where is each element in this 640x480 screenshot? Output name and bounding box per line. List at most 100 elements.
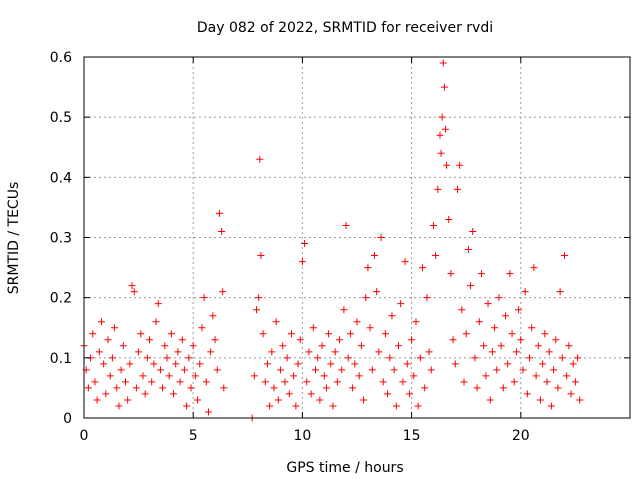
data-point [218,227,226,235]
data-point [183,402,191,410]
data-point [377,234,385,241]
data-point [344,354,352,362]
data-point [329,402,337,410]
x-tick-label: 5 [189,428,198,444]
data-point [303,378,311,386]
data-point [154,300,162,308]
data-point [423,294,431,302]
data-point [124,396,132,404]
grid-lines [84,57,630,418]
data-point [292,402,300,410]
data-point [443,161,451,169]
data-point [316,396,324,404]
data-point [405,390,413,398]
data-point [189,342,197,350]
data-point [449,336,457,344]
y-tick-label: 0.5 [50,110,72,126]
data-point [187,384,195,392]
data-point [312,366,320,374]
data-point [493,366,501,374]
data-point [346,330,354,338]
data-point [91,378,99,386]
data-point [159,384,167,392]
data-point [437,149,445,157]
data-point [204,408,212,416]
data-point [429,221,437,229]
data-point [364,264,372,272]
data-point [309,324,317,332]
data-point [259,330,267,338]
data-point [373,288,381,296]
data-point [414,402,422,410]
data-points [80,59,584,422]
y-tick-label: 0.2 [50,291,72,307]
data-point [270,384,278,392]
data-point [550,366,558,374]
data-point [464,246,472,254]
data-point [506,270,514,278]
data-point [215,209,223,217]
x-axis-ticks: 0 5 10 15 20 [80,57,530,444]
data-point [211,336,219,344]
data-point [84,384,92,392]
data-point [115,402,123,410]
data-point [156,366,164,374]
data-point [305,348,313,356]
data-point [314,354,322,362]
data-point [353,318,361,326]
data-point [392,402,400,410]
data-point [148,378,156,386]
data-point [554,384,562,392]
data-point [560,252,568,260]
data-point [482,372,490,380]
data-point [576,396,584,404]
data-point [458,306,466,314]
data-point [130,288,138,296]
data-point [172,360,180,368]
data-point [152,318,160,326]
data-point [504,360,512,368]
data-point [523,390,531,398]
data-point [146,336,154,344]
data-point [532,372,540,380]
data-point [209,312,217,320]
data-point [342,221,350,229]
data-point [545,348,553,356]
data-point [567,390,575,398]
data-point [150,360,158,368]
y-tick-label: 0.4 [50,170,72,186]
data-point [469,227,477,235]
data-point [141,390,149,398]
data-point [196,360,204,368]
data-point [451,360,459,368]
data-point [530,264,538,272]
data-point [475,318,483,326]
data-point [565,342,573,350]
data-point [360,396,368,404]
data-point [502,312,510,320]
data-point [384,390,392,398]
x-tick-label: 0 [80,428,89,444]
data-point [331,348,339,356]
y-tick-label: 0.3 [50,231,72,247]
data-point [439,59,447,67]
data-point [357,342,365,350]
data-point [322,384,330,392]
data-point [255,294,263,302]
data-point [327,360,335,368]
data-point [571,378,579,386]
data-point [97,318,105,326]
data-point [508,330,516,338]
data-point [307,390,315,398]
data-point [471,354,479,362]
data-point [379,378,387,386]
data-point [301,240,309,248]
data-point [165,372,173,380]
data-point [111,324,119,332]
data-point [277,366,285,374]
data-point [325,330,333,338]
data-point [574,354,582,362]
data-point [477,270,485,278]
data-point [394,342,402,350]
data-point [296,336,304,344]
